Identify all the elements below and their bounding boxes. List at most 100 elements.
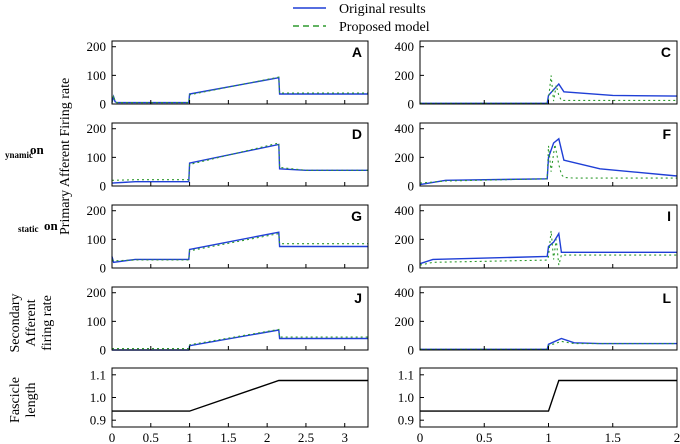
y-tick-label: 200 [87,203,107,218]
panel-letter-A: A [352,44,362,60]
y-tick-label: 0 [408,179,415,194]
axes-frame-D [111,122,369,187]
x-tick-label: 3 [341,430,348,444]
y-tick-label: 200 [87,285,107,300]
series-line-fascicle-right-fascicle [420,379,677,412]
y-tick-label: 200 [395,314,415,329]
y-tick-label: 0.9 [90,413,106,428]
static-label: static on [18,218,59,234]
y-tick-label: 1.0 [90,390,106,405]
series-line-A-proposed [111,76,368,104]
series-line-I-proposed [419,230,677,266]
x-tick-label: 0 [417,430,424,444]
legend: Original results Proposed model [293,2,430,35]
y-tick-label: 0 [100,97,107,112]
y-tick-label: 100 [87,68,107,83]
static-on-label: on [44,218,59,233]
fascicle-line1: Fascicle [8,377,23,423]
panel-L: 0 200 400 L [395,285,678,358]
y-tick-label: 200 [395,150,415,165]
series-line-J-proposed [112,328,368,350]
panel-letter-J: J [354,290,362,306]
y-tick-label: 200 [395,68,415,83]
fascicle-line2: length [24,383,39,418]
secondary-afferent-label: Secondary Afferent firing rate [8,293,55,352]
y-tick-label: 400 [395,121,415,136]
series-line-C-proposed [420,75,677,104]
x-tick-label: 1.5 [220,430,236,444]
panel-fascicle-left: 0.9 1.0 1.1 0 0.5 1 1.5 2 2.5 3 [90,367,369,444]
x-tick-label: 0.5 [476,430,492,444]
y-tick-label: 200 [87,121,107,136]
y-tick-label: 400 [395,203,415,218]
static-sub-label: static [18,224,39,234]
primary-afferent-label: Primary Afferent Firing rate [58,78,73,235]
x-tick-label: 1 [186,430,193,444]
y-tick-label: 400 [395,285,415,300]
axes-frame-fascicle-right [419,367,678,428]
y-tick-label: 0 [408,343,415,358]
y-tick-label: 0 [408,261,415,276]
axes-frame-G [111,204,369,269]
y-tick-label: 0 [100,261,107,276]
axes-frame-J [111,286,369,351]
secondary-afferent-line1: Secondary [8,293,23,352]
panel-fascicle-right: 0.9 1.0 1.1 0 0.5 1 1.5 2 [398,367,680,444]
dynamic-on-label: on [30,142,45,157]
y-tick-label: 100 [87,314,107,329]
panel-letter-C: C [661,44,671,60]
series-line-I-original [419,231,677,265]
panel-D: 0 100 200 D [87,121,369,194]
series-line-L-original [420,337,677,350]
secondary-afferent-line2: Afferent [24,299,39,346]
y-tick-label: 0.9 [398,413,414,428]
panel-G: 0 100 200 G [87,203,369,276]
x-tick-label: 1.5 [605,430,621,444]
series-line-fascicle-left-fascicle [112,379,368,412]
y-tick-label: 0 [408,97,415,112]
series-line-G-original [111,231,368,264]
x-tick-label: 2 [264,430,271,444]
y-tick-label: 100 [87,232,107,247]
secondary-afferent-line3: firing rate [40,295,55,351]
panel-I: 0 200 400 I [395,203,678,276]
dynamic-label: ynamic on [5,142,45,160]
y-tick-label: 1.1 [90,367,106,382]
dynamic-sub-label: ynamic [5,150,33,160]
series-line-A-original [111,76,368,104]
series-line-G-proposed [111,232,368,262]
axes-frame-fascicle-left [111,367,369,428]
series-line-D-original [111,143,368,184]
panel-letter-I: I [667,208,671,224]
x-tick-label: 2.5 [298,430,314,444]
series-line-F-original [419,137,678,186]
y-tick-label: 100 [87,150,107,165]
x-tick-label: 0.5 [143,430,159,444]
axes-frame-L [419,286,678,351]
panel-A: 0 100 200 A [87,39,369,112]
panel-letter-L: L [662,290,671,306]
panel-C: 0 200 400 C [395,39,678,112]
y-tick-label: 400 [395,39,415,54]
y-tick-label: 1.1 [398,367,414,382]
legend-original-label: Original results [339,2,426,17]
fascicle-label: Fascicle length [8,377,39,423]
y-tick-label: 1.0 [398,390,414,405]
series-line-D-proposed [111,142,368,181]
legend-proposed-label: Proposed model [339,20,430,35]
x-tick-label: 0 [109,430,116,444]
panel-letter-D: D [352,126,362,142]
panel-letter-F: F [662,126,671,142]
y-tick-label: 0 [100,179,107,194]
y-tick-label: 200 [395,232,415,247]
x-tick-label: 1 [545,430,552,444]
y-tick-label: 0 [100,343,107,358]
panel-F: 0 200 400 F [395,121,678,194]
series-line-F-proposed [419,144,677,184]
y-tick-label: 200 [87,39,107,54]
panel-letter-G: G [351,208,362,224]
panel-J: 0 100 200 J [87,285,369,358]
axes-frame-A [111,40,369,105]
